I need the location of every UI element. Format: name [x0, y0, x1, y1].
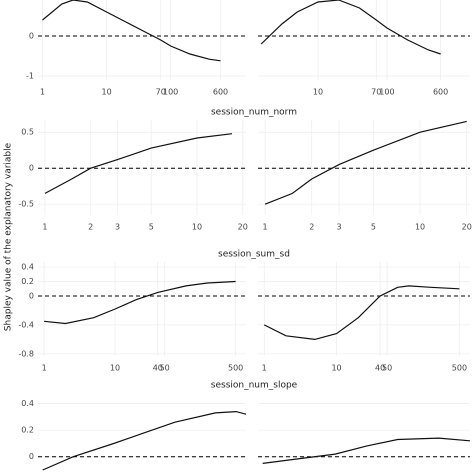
x-tick-label: 100: [163, 88, 178, 97]
x-tick-label: 2: [88, 223, 93, 232]
y-tick-label: -0.5: [18, 200, 34, 209]
y-tick-label: -1: [26, 72, 34, 81]
y-tick-label: 0: [29, 452, 34, 461]
x-tick-label: 1: [42, 223, 47, 232]
x-tick-label: 1: [262, 364, 267, 373]
x-tick-label: 10: [101, 88, 111, 97]
fitted-curve: [42, 410, 246, 471]
panel-title: session_num_norm: [211, 108, 297, 118]
x-tick-label: 1: [40, 88, 45, 97]
x-tick-label: 20: [462, 223, 472, 232]
x-tick-label: 3: [336, 223, 341, 232]
y-tick-label: 0.4: [21, 263, 34, 272]
y-tick-label: 0.4: [21, 399, 34, 408]
x-tick-label: 500: [228, 364, 243, 373]
x-tick-label: 50: [160, 364, 170, 373]
x-tick-label: 2: [309, 223, 314, 232]
y-tick-label: 0: [29, 291, 34, 300]
x-tick-label: 10: [415, 223, 425, 232]
y-tick-label: 0: [29, 164, 34, 173]
x-tick-label: 20: [238, 223, 248, 232]
x-tick-label: 1: [263, 223, 268, 232]
x-tick-label: 1: [42, 364, 47, 373]
panel-title: session_sum_sd: [218, 250, 290, 260]
x-tick-label: 3: [115, 223, 120, 232]
panel-title: session_num_slope: [211, 381, 298, 391]
x-tick-label: 70: [156, 88, 166, 97]
fitted-curve: [263, 285, 460, 341]
y-tick-label: 0.2: [21, 426, 34, 435]
x-tick-label: 600: [433, 88, 448, 97]
x-tick-label: 5: [149, 223, 154, 232]
fitted-curve: [42, 0, 221, 62]
fitted-curve: [44, 280, 236, 325]
x-tick-label: 40: [375, 364, 385, 373]
x-tick-label: 500: [452, 364, 467, 373]
x-tick-label: 70: [371, 88, 381, 97]
y-tick-label: 0: [29, 32, 34, 41]
y-tick-label: -0.4: [18, 320, 34, 329]
y-tick-label: 0.2: [21, 277, 34, 286]
x-tick-label: 600: [213, 88, 228, 97]
fitted-curve: [262, 437, 470, 464]
x-tick-label: 10: [110, 364, 120, 373]
y-tick-label: 0.5: [21, 128, 34, 137]
x-tick-label: 50: [382, 364, 392, 373]
x-tick-label: 5: [371, 223, 376, 232]
fitted-curve: [44, 133, 233, 194]
x-tick-label: 10: [192, 223, 202, 232]
fitted-curve: [264, 120, 467, 205]
y-tick-label: -0.8: [18, 349, 34, 358]
x-tick-label: 100: [379, 88, 394, 97]
y-axis-label: Shapley value of the explanatory variabl…: [4, 142, 14, 331]
x-tick-label: 40: [153, 364, 163, 373]
x-tick-label: 10: [313, 88, 323, 97]
x-tick-label: 10: [331, 364, 341, 373]
fitted-curve: [260, 0, 441, 55]
